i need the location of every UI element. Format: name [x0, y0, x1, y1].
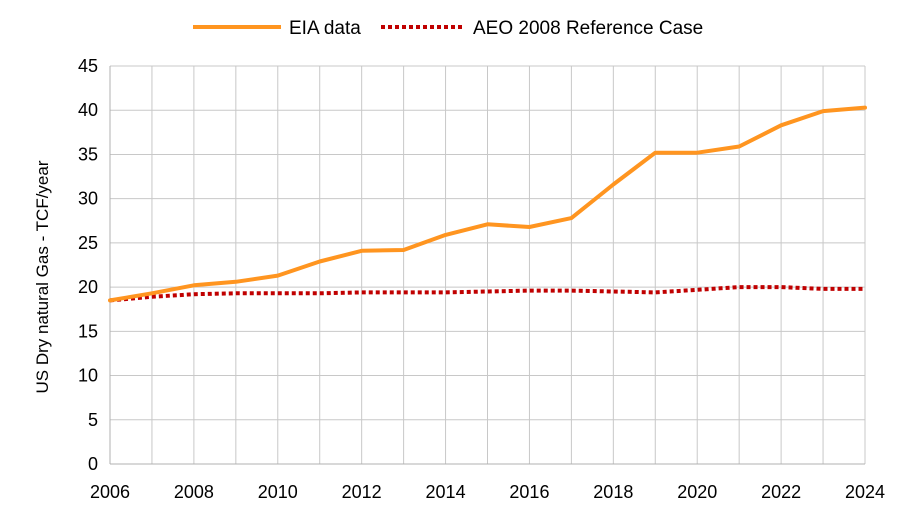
x-tick-label: 2024 — [845, 482, 885, 502]
series-line-2 — [109, 285, 865, 303]
y-tick-label: 25 — [78, 233, 98, 253]
x-tick-label: 2012 — [342, 482, 382, 502]
y-tick-label: 35 — [78, 144, 98, 164]
y-tick-label: 30 — [78, 189, 98, 209]
series-lines — [108, 105, 867, 303]
y-tick-labels: 0 5 10 15 20 25 30 35 40 45 — [78, 56, 98, 474]
x-tick-label: 2020 — [677, 482, 717, 502]
gridlines — [109, 65, 866, 465]
legend: EIA data AEO 2008 Reference Case — [193, 18, 703, 39]
legend-label: AEO 2008 Reference Case — [473, 18, 703, 39]
y-tick-label: 20 — [78, 277, 98, 297]
series-line-1 — [108, 105, 867, 303]
x-tick-label: 2022 — [761, 482, 801, 502]
x-tick-label: 2006 — [90, 482, 130, 502]
y-axis-title: US Dry natural Gas - TCF/year — [33, 160, 52, 393]
axes — [109, 66, 865, 465]
legend-label: EIA data — [289, 18, 361, 39]
x-tick-label: 2016 — [509, 482, 549, 502]
y-tick-label: 10 — [78, 366, 98, 386]
x-tick-label: 2014 — [426, 482, 466, 502]
y-tick-label: 15 — [78, 321, 98, 341]
x-tick-label: 2008 — [174, 482, 214, 502]
x-tick-label: 2010 — [258, 482, 298, 502]
x-tick-labels: 2006 2008 2010 2012 2014 2016 2018 2020 2022 2024 — [90, 482, 885, 502]
x-tick-label: 2018 — [593, 482, 633, 502]
y-tick-label: 45 — [78, 56, 98, 76]
y-tick-label: 40 — [78, 100, 98, 120]
y-tick-label: 5 — [88, 410, 98, 430]
y-tick-label: 0 — [88, 454, 98, 474]
